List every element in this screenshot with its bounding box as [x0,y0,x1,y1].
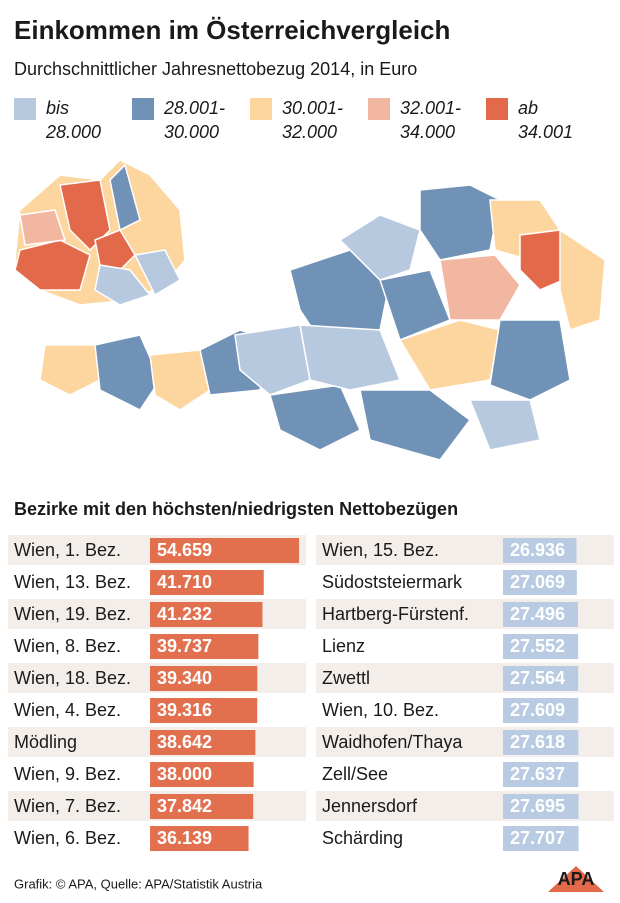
legend-label: 32.001- [400,98,461,118]
bar [150,698,258,723]
category-label: Wien, 10. Bez. [322,700,439,720]
bar [503,602,578,627]
value-label: 41.710 [157,572,212,592]
category-label: Jennersdorf [322,796,418,816]
value-label: 27.695 [510,796,565,816]
bar [150,666,258,691]
source: Grafik: © APA, Quelle: APA/Statistik Aus… [14,876,263,891]
title: Einkommen im Österreichvergleich [14,15,450,45]
category-label: Hartberg-Fürstenf. [322,604,469,624]
category-label: Wien, 13. Bez. [14,572,131,592]
category-label: Wien, 7. Bez. [14,796,121,816]
category-label: Wien, 4. Bez. [14,700,121,720]
legend-label: bis [46,98,69,118]
bar [503,794,579,819]
logo: APA [558,869,595,889]
category-label: Wien, 9. Bez. [14,764,121,784]
value-label: 27.618 [510,732,565,752]
bar [503,538,577,563]
category-label: Schärding [322,828,403,848]
bar [150,602,263,627]
value-label: 27.637 [510,764,565,784]
value-label: 27.496 [510,604,565,624]
legend-label: 30.001- [282,98,343,118]
legend-label: 28.000 [45,122,101,142]
category-label: Wien, 15. Bez. [322,540,439,560]
section-heading: Bezirke mit den höchsten/niedrigsten Net… [14,499,458,519]
legend-label: ab [518,98,538,118]
value-label: 39.737 [157,636,212,656]
category-label: Wien, 19. Bez. [14,604,131,624]
bar [503,730,579,755]
legend-swatch [14,98,36,120]
value-label: 39.340 [157,668,212,688]
category-label: Mödling [14,732,77,752]
value-label: 54.659 [157,540,212,560]
legend-swatch [368,98,390,120]
value-label: 39.316 [157,700,212,720]
value-label: 41.232 [157,604,212,624]
legend-swatch [486,98,508,120]
bar [150,730,256,755]
category-label: Waidhofen/Thaya [322,732,463,752]
logo-mark [548,866,604,892]
bar [150,826,249,851]
legend-label: 30.000 [164,122,219,142]
category-label: Zwettl [322,668,370,688]
value-label: 26.936 [510,540,565,560]
bar [150,634,259,659]
category-label: Lienz [322,636,365,656]
value-label: 27.564 [510,668,565,688]
legend-label: 34.001 [518,122,573,142]
value-label: 38.642 [157,732,212,752]
legend-swatch [250,98,272,120]
category-label: Wien, 18. Bez. [14,668,131,688]
bar [150,538,300,563]
map [14,159,606,461]
bar [150,794,254,819]
bar [503,826,579,851]
value-label: 37.842 [157,796,212,816]
value-label: 27.707 [510,828,565,848]
category-label: Zell/See [322,764,388,784]
bar [503,666,579,691]
value-label: 36.139 [157,828,212,848]
value-label: 38.000 [157,764,212,784]
legend-label: 28.001- [163,98,225,118]
legend-swatch [132,98,154,120]
value-label: 27.069 [510,572,565,592]
legend-label: 34.000 [400,122,455,142]
category-label: Wien, 1. Bez. [14,540,121,560]
subtitle: Durchschnittlicher Jahresnettobezug 2014… [14,59,417,79]
value-label: 27.552 [510,636,565,656]
legend-label: 32.000 [282,122,337,142]
bar [503,634,579,659]
value-label: 27.609 [510,700,565,720]
category-label: Wien, 8. Bez. [14,636,121,656]
bar [503,570,577,595]
category-label: Wien, 6. Bez. [14,828,121,848]
bar [150,762,254,787]
bar [503,762,579,787]
category-label: Südoststeiermark [322,572,463,592]
bar [503,698,579,723]
bar [150,570,264,595]
